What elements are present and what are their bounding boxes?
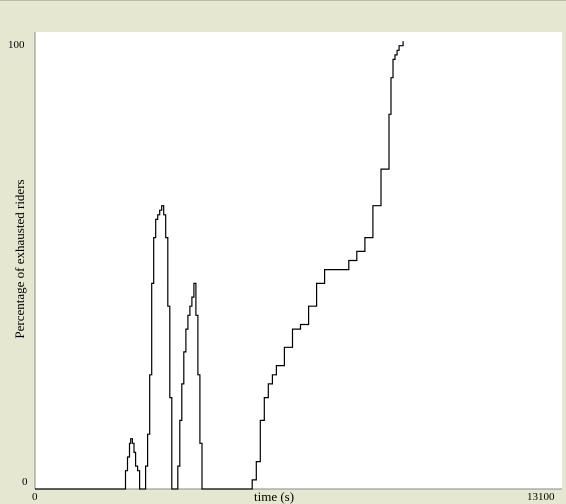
series-line-0 <box>35 41 404 490</box>
series-group <box>35 41 404 490</box>
y-tick-label-min: 0 <box>22 476 28 488</box>
x-tick-label-min: 0 <box>32 491 38 503</box>
plot-area <box>35 32 562 489</box>
y-axis-title: Percentage of exhausted riders <box>12 179 27 338</box>
x-axis-title: time (s) <box>254 489 294 504</box>
x-tick-label-max: 13100 <box>527 491 555 503</box>
y-tick-label-max: 100 <box>8 39 25 51</box>
